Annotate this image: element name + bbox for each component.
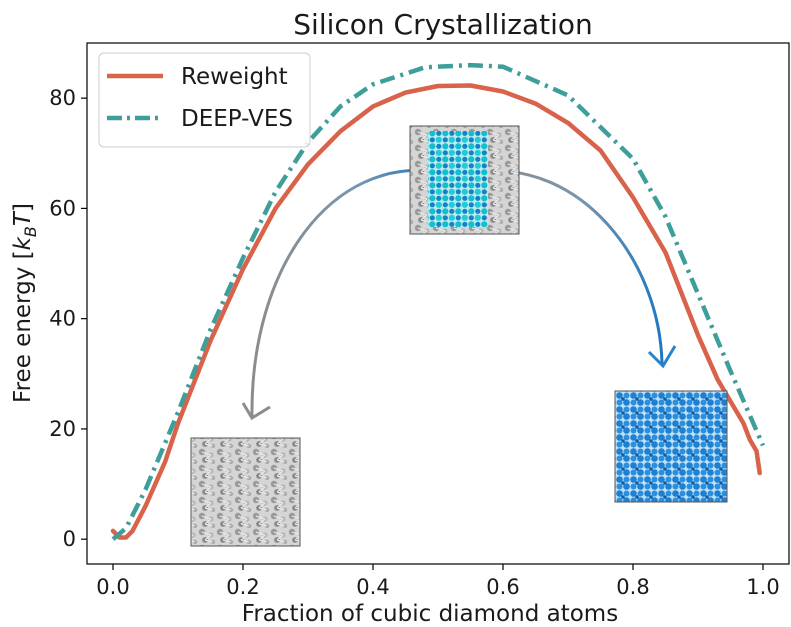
x-tick-label: 0.8 xyxy=(616,575,649,599)
y-tick-label: 80 xyxy=(49,86,76,110)
arrow-head-liquid xyxy=(241,402,271,421)
y-axis-label: Free energy [kBT] xyxy=(10,203,40,403)
x-tick-label: 1.0 xyxy=(746,575,779,599)
y-tick-label: 60 xyxy=(49,196,76,220)
cubic-diamond-crystal-inset xyxy=(614,390,728,503)
legend-label-deep-ves: DEEP-VES xyxy=(181,106,293,132)
transition-arrow-to-liquid xyxy=(250,168,441,418)
x-tick-label: 0.4 xyxy=(356,575,389,599)
plot-frame xyxy=(86,42,790,565)
legend: Reweight DEEP-VES xyxy=(98,52,311,148)
y-tick-label: 40 xyxy=(49,307,76,331)
y-tick-label: 20 xyxy=(49,417,76,441)
y-tick-label: 0 xyxy=(63,527,76,551)
x-tick-label: 0.0 xyxy=(96,575,129,599)
liquid-structure-inset xyxy=(190,437,301,547)
svg-text:Free energy [kBT]: Free energy [kBT] xyxy=(10,203,40,403)
x-axis-label: Fraction of cubic diamond atoms xyxy=(242,601,618,627)
series-line-reweight xyxy=(110,83,762,540)
series-lines xyxy=(110,62,766,541)
arrow-head-crystal xyxy=(647,345,677,369)
chart-title: Silicon Crystallization xyxy=(293,8,592,41)
structure-insets xyxy=(190,125,728,547)
x-tick-label: 0.6 xyxy=(486,575,519,599)
x-tick-label: 0.2 xyxy=(226,575,259,599)
series-line-deep-ves xyxy=(111,62,766,541)
legend-label-reweight: Reweight xyxy=(181,64,288,90)
mixed-structure-inset xyxy=(409,125,520,235)
y-axis-ticks: 0 20 40 60 80 xyxy=(49,86,87,551)
x-axis-ticks: 0.0 0.2 0.4 0.6 0.8 1.0 xyxy=(96,564,780,599)
